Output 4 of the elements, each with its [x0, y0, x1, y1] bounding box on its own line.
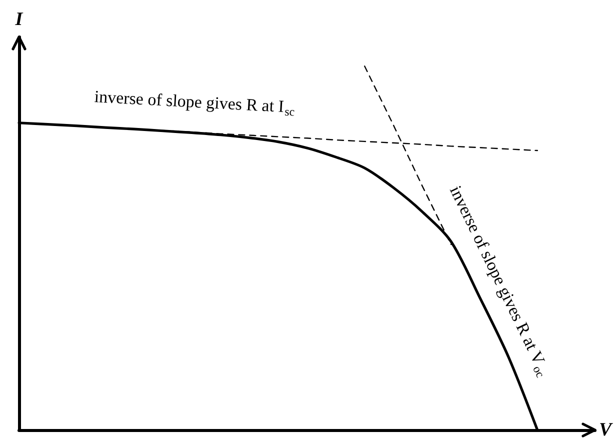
x-axis-title: V — [599, 420, 613, 440]
annotation: inverse of slope gives R at Isc — [94, 87, 296, 119]
annotation: inverse of slope gives R at Voc — [446, 182, 549, 380]
y-axis-title: I — [14, 9, 24, 30]
